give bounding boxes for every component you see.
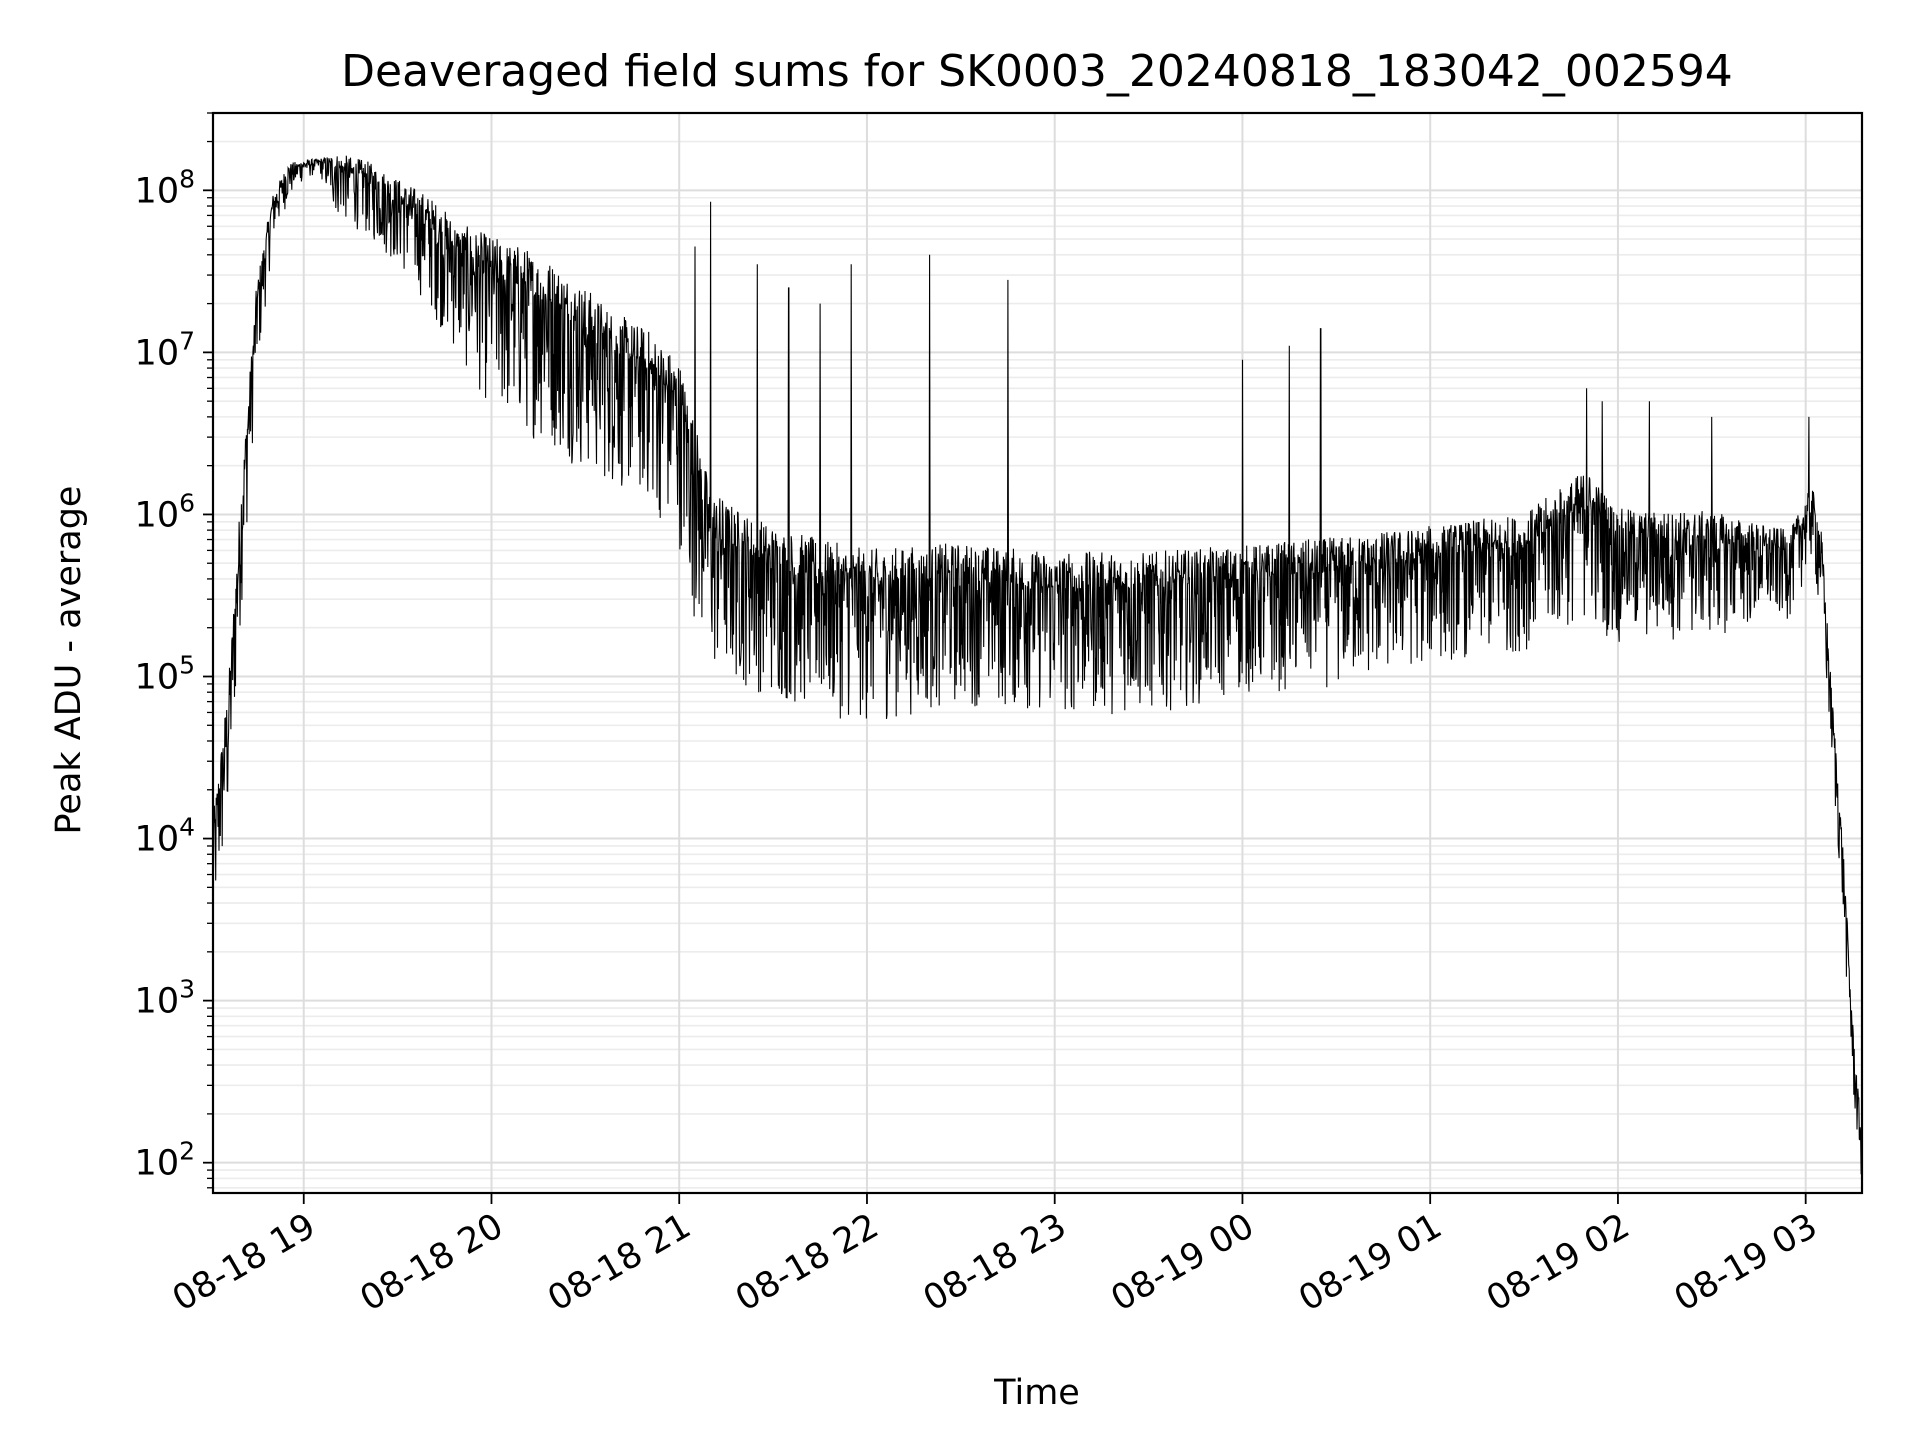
y-tick-label: 107	[135, 326, 195, 373]
y-tick-label: 108	[135, 164, 195, 211]
x-axis-label: Time	[993, 1373, 1080, 1413]
chart-title: Deaveraged field sums for SK0003_2024081…	[341, 46, 1733, 97]
y-tick-label: 106	[135, 488, 195, 535]
y-tick-label: 104	[135, 813, 195, 860]
y-tick-label: 103	[135, 975, 195, 1022]
data-series	[212, 155, 1863, 1175]
y-axis-ticks: 102 103 104 105 106 107 108	[135, 112, 213, 1189]
series-line	[212, 155, 1863, 1175]
plot-frame	[211, 111, 1864, 1195]
y-tick-label: 102	[135, 1137, 195, 1184]
y-tick-label: 105	[135, 651, 195, 698]
y-axis-label: Peak ADU - average	[49, 486, 89, 835]
